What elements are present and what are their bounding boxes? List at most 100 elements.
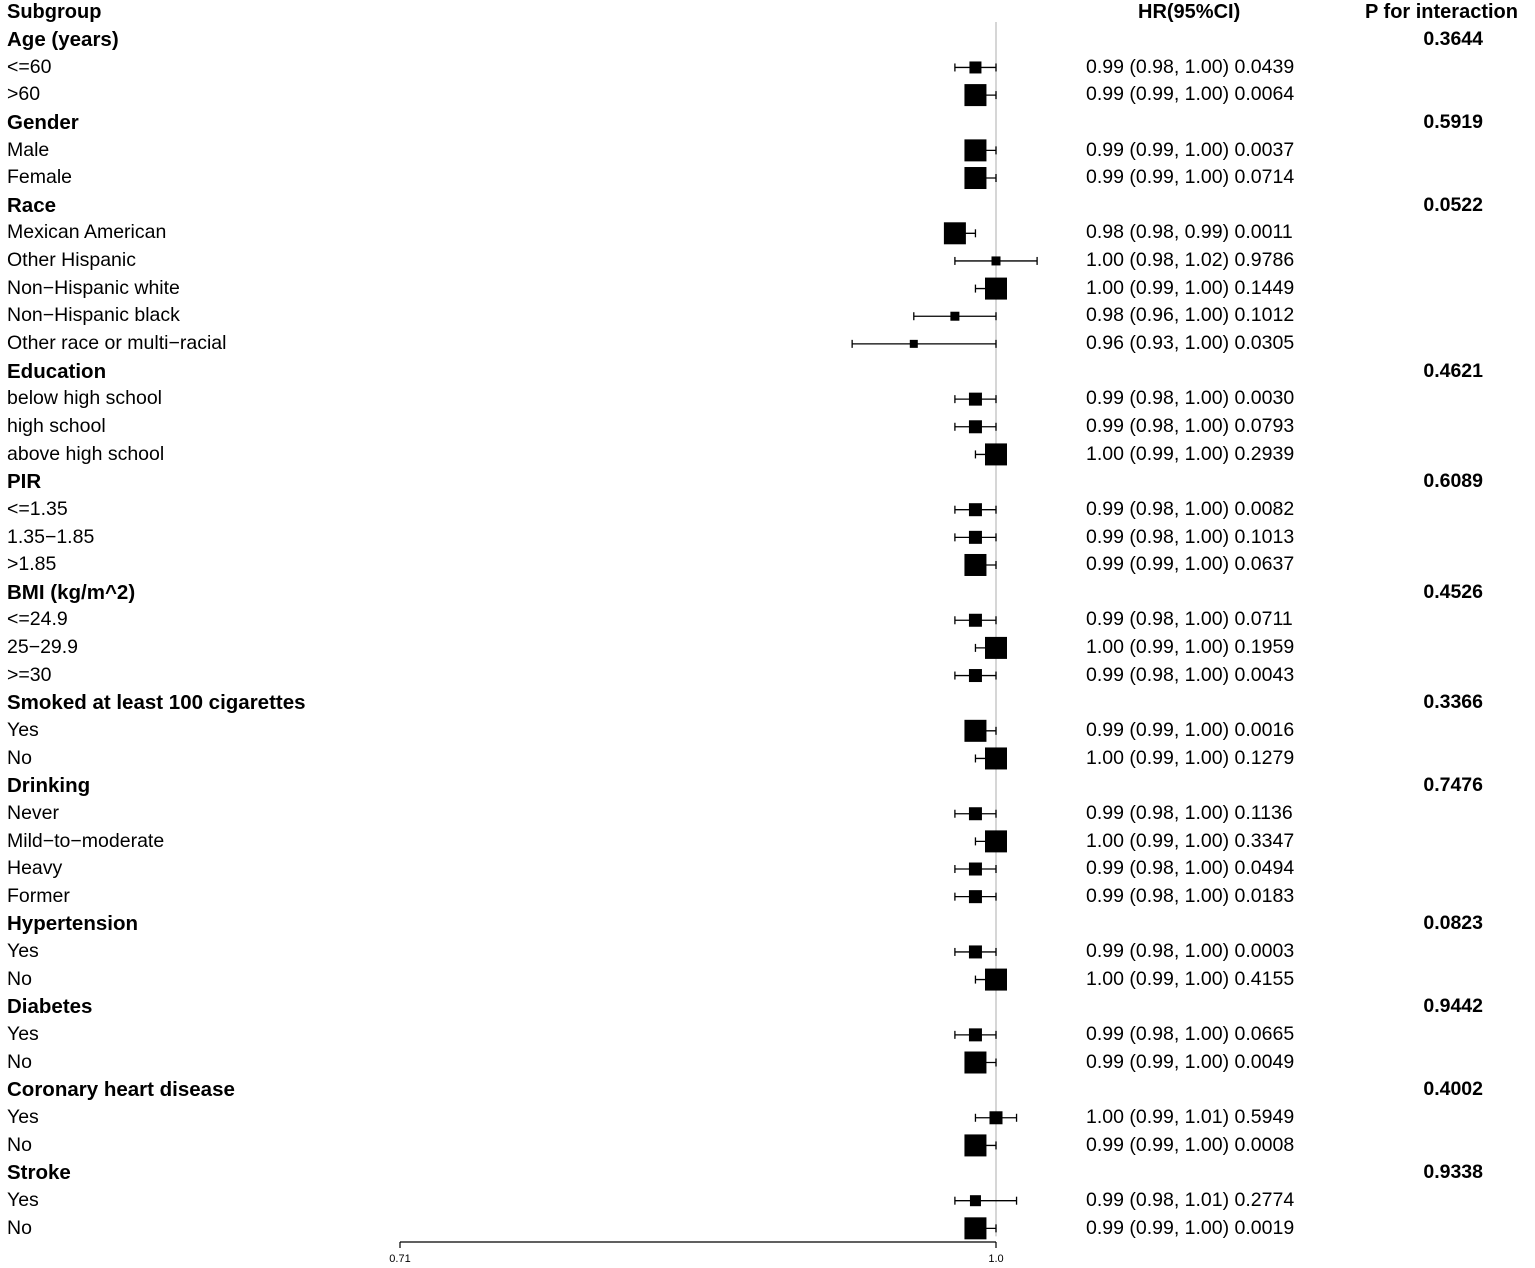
hr-ci-value: 0.96 (0.93, 1.00) 0.0305	[1086, 332, 1295, 355]
subgroup-row: Non−Hispanic black 0.98 (0.96, 1.00) 0.10…	[0, 302, 1535, 329]
subgroup-row: Other Hispanic 1.00 (0.98, 1.02) 0.9786	[0, 247, 1535, 274]
subgroup-row: Other race or multi−racial 0.96 (0.93, 1.…	[0, 330, 1535, 357]
subgroup-row: 25−29.9 1.00 (0.99, 1.00) 0.1959	[0, 634, 1535, 661]
subgroup-label: Other race or multi−racial	[7, 332, 227, 355]
hr-ci-value: 1.00 (0.99, 1.00) 0.4155	[1086, 967, 1295, 990]
hr-point-marker	[964, 167, 987, 190]
subgroup-header: Subgroup	[7, 1, 102, 23]
subgroup-row: Yes 1.00 (0.99, 1.01) 0.5949	[0, 1104, 1535, 1131]
hr-ci-value: 0.99 (0.98, 1.01) 0.2774	[1086, 1188, 1295, 1211]
subgroup-label: Mexican American	[7, 221, 167, 244]
subgroup-label: high school	[7, 414, 106, 437]
p-interaction-value: 0.5919	[1423, 110, 1483, 133]
subgroup-row: Female 0.99 (0.99, 1.00) 0.0714	[0, 164, 1535, 191]
subgroup-row: Non−Hispanic white 1.00 (0.99, 1.00) 0.14…	[0, 275, 1535, 302]
p-interaction-value: 0.9442	[1423, 995, 1483, 1018]
hr-point-marker	[968, 420, 982, 434]
group-label: Coronary heart disease	[7, 1078, 235, 1102]
hr-point-marker	[964, 1134, 987, 1157]
subgroup-row: <=60 0.99 (0.98, 1.00) 0.0439	[0, 54, 1535, 81]
group-label: Education	[7, 359, 107, 383]
hr-ci-value: 0.99 (0.98, 1.00) 0.1136	[1086, 801, 1293, 824]
hr-ci-value: 0.99 (0.98, 1.00) 0.0183	[1086, 884, 1295, 907]
hr-ci-value: 0.99 (0.99, 1.00) 0.0037	[1086, 138, 1295, 161]
group-header-row: Diabetes 0.9442	[0, 993, 1535, 1020]
hr-point-marker	[985, 277, 1007, 300]
hr-point-marker	[985, 968, 1007, 991]
subgroup-label: above high school	[7, 442, 165, 465]
group-header-row: Stroke 0.9338	[0, 1159, 1535, 1186]
hr-point-marker	[964, 1051, 987, 1074]
subgroup-label: No	[7, 1050, 32, 1073]
hr-point-marker	[964, 719, 987, 742]
hr-ci-value: 0.99 (0.98, 1.00) 0.0439	[1086, 55, 1295, 78]
subgroup-label: Female	[7, 166, 73, 189]
subgroup-row: <=24.9 0.99 (0.98, 1.00) 0.0711	[0, 606, 1535, 633]
hr-point-marker	[968, 530, 982, 544]
subgroup-label: below high school	[7, 387, 163, 410]
hr-ci-value: 0.99 (0.98, 1.00) 0.0043	[1086, 663, 1295, 686]
hr-point-marker	[969, 1195, 981, 1207]
subgroup-row: Yes 0.99 (0.98, 1.00) 0.0665	[0, 1021, 1535, 1048]
group-header-row: Drinking 0.7476	[0, 772, 1535, 799]
hr-ci-header: HR(95%CI)	[1138, 1, 1241, 23]
hr-point-marker	[968, 392, 982, 406]
subgroup-row: No 0.99 (0.99, 1.00) 0.0019	[0, 1215, 1535, 1242]
subgroup-label: >1.85	[7, 553, 57, 576]
p-interaction-value: 0.6089	[1423, 470, 1483, 493]
group-label: Diabetes	[7, 995, 93, 1019]
group-header-row: Coronary heart disease 0.4002	[0, 1076, 1535, 1103]
subgroup-label: Heavy	[7, 857, 63, 880]
subgroup-label: Yes	[7, 719, 39, 741]
hr-ci-value: 0.99 (0.98, 1.00) 0.0030	[1086, 387, 1295, 410]
group-label: Smoked at least 100 cigarettes	[7, 691, 306, 715]
p-interaction-value: 0.9338	[1423, 1161, 1483, 1184]
hr-ci-value: 0.99 (0.99, 1.00) 0.0637	[1086, 553, 1295, 576]
subgroup-label: Other Hispanic	[7, 249, 136, 272]
hr-ci-value: 0.99 (0.99, 1.00) 0.0064	[1086, 83, 1295, 106]
subgroup-label: No	[7, 1216, 32, 1239]
subgroup-row: high school 0.99 (0.98, 1.00) 0.0793	[0, 413, 1535, 440]
subgroup-label: Non−Hispanic black	[7, 304, 180, 327]
hr-ci-value: 0.99 (0.99, 1.00) 0.0049	[1086, 1050, 1295, 1073]
subgroup-label: Mild−to−moderate	[7, 829, 165, 852]
group-label: PIR	[7, 470, 42, 494]
subgroup-row: Never 0.99 (0.98, 1.00) 0.1136	[0, 800, 1535, 827]
hr-ci-value: 0.99 (0.98, 1.00) 0.0082	[1086, 497, 1295, 520]
group-header-row: Gender 0.5919	[0, 109, 1535, 136]
hr-ci-value: 0.99 (0.98, 1.00) 0.0665	[1086, 1023, 1295, 1046]
hr-ci-value: 0.99 (0.98, 1.00) 0.0494	[1086, 857, 1295, 880]
subgroup-row: No 1.00 (0.99, 1.00) 0.1279	[0, 745, 1535, 772]
hr-point-marker	[968, 613, 982, 627]
subgroup-label: Former	[7, 884, 70, 907]
group-label: Hypertension	[7, 912, 138, 936]
subgroup-row: <=1.35 0.99 (0.98, 1.00) 0.0082	[0, 496, 1535, 523]
x-axis-tick-label: 0.71	[389, 1253, 410, 1265]
subgroup-row: Mild−to−moderate 1.00 (0.99, 1.00) 0.3347	[0, 828, 1535, 855]
subgroup-row: >=30 0.99 (0.98, 1.00) 0.0043	[0, 662, 1535, 689]
hr-point-marker	[991, 256, 1001, 266]
subgroup-label: Non−Hispanic white	[7, 276, 180, 299]
hr-point-marker	[964, 84, 987, 107]
hr-ci-value: 1.00 (0.99, 1.01) 0.5949	[1086, 1105, 1295, 1128]
hr-ci-value: 1.00 (0.99, 1.00) 0.2939	[1086, 442, 1295, 465]
subgroup-label: <=1.35	[7, 497, 68, 520]
subgroup-row: Yes 0.99 (0.98, 1.00) 0.0003	[0, 938, 1535, 965]
hr-point-marker	[968, 503, 982, 517]
group-label: Race	[7, 193, 57, 217]
hr-point-marker	[943, 222, 966, 245]
hr-ci-value: 0.99 (0.98, 1.00) 0.0003	[1086, 940, 1295, 963]
group-header-row: Smoked at least 100 cigarettes 0.3366	[0, 689, 1535, 716]
hr-point-marker	[909, 339, 918, 348]
subgroup-row: No 1.00 (0.99, 1.00) 0.4155	[0, 966, 1535, 993]
hr-ci-value: 0.99 (0.98, 1.00) 0.0711	[1086, 608, 1293, 631]
subgroup-label: 25−29.9	[7, 636, 79, 659]
hr-ci-value: 0.99 (0.99, 1.00) 0.0016	[1086, 719, 1295, 741]
group-header-row: BMI (kg/m^2) 0.4526	[0, 579, 1535, 606]
p-interaction-value: 0.0823	[1423, 912, 1483, 935]
subgroup-row: Former 0.99 (0.98, 1.00) 0.0183	[0, 883, 1535, 910]
hr-point-marker	[964, 553, 987, 576]
subgroup-label: Yes	[7, 1023, 39, 1046]
group-label: Age (years)	[7, 28, 119, 51]
